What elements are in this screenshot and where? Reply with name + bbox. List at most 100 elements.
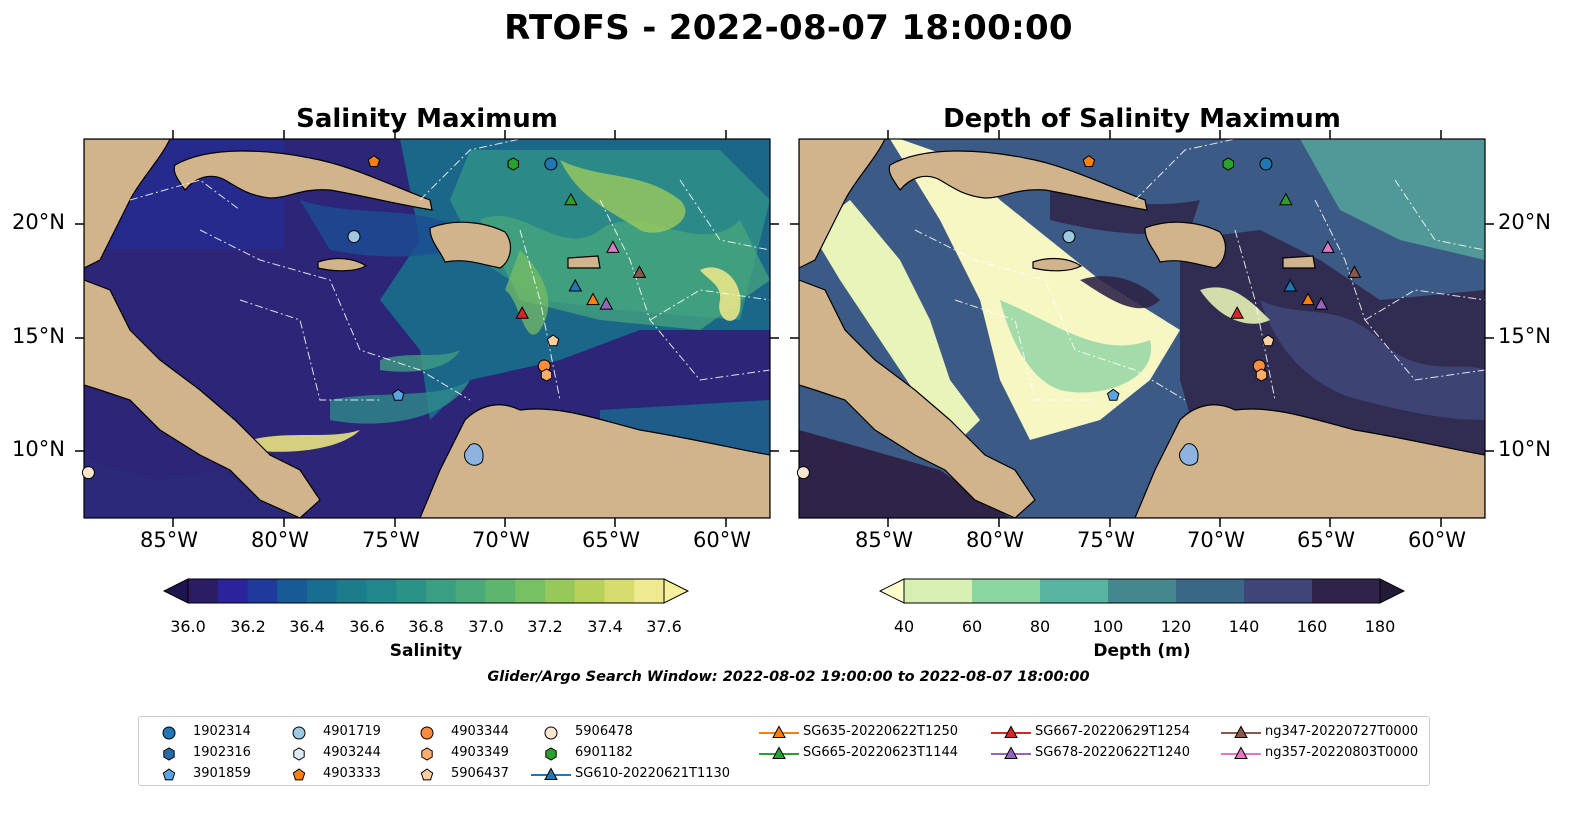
observation-marker-1902314 (544, 157, 558, 171)
legend-label: 1902316 (193, 745, 251, 760)
lon-tick-85w-right: 85°W (855, 528, 913, 552)
legend-marker-icon (991, 746, 1031, 759)
lon-tick-70w: 70°W (472, 528, 530, 552)
depth-map-body (799, 139, 1485, 518)
legend-label: SG610-20220621T1130 (575, 766, 731, 781)
observation-marker-5906437 (1261, 334, 1275, 347)
lon-tick-80w-right: 80°W (966, 528, 1024, 552)
observation-marker-4903333 (367, 155, 381, 167)
legend-label: 5906437 (451, 766, 509, 781)
depth-cbar-tick: 160 (1296, 617, 1328, 636)
depth-colorbar-label: Depth (m) (1093, 641, 1191, 661)
depth-cbar-tick: 40 (893, 617, 915, 636)
salinity-lake (464, 443, 484, 466)
colorbar-segment (604, 579, 635, 603)
legend-label: ng347-20220727T0000 (1265, 724, 1419, 739)
lon-tick-60w-right: 60°W (1408, 528, 1466, 552)
lon-tick-65w: 65°W (582, 528, 640, 552)
salinity-cbar-tick: 36.8 (408, 617, 444, 636)
observation-marker-SG678-20220622T1240 (1314, 297, 1329, 310)
depth-cbar-tick: 100 (1092, 617, 1124, 636)
observation-marker-6901182 (507, 157, 519, 171)
colorbar-segment (426, 579, 457, 603)
depth-land (799, 139, 1485, 518)
observation-marker-3901859 (391, 388, 405, 401)
observation-marker-SG665-20220623T1144 (1279, 192, 1293, 206)
legend-label: 4903244 (323, 745, 381, 760)
salinity-colorbar (162, 578, 690, 604)
salinity-colorbar-label: Salinity (389, 641, 463, 661)
observation-marker-3901859 (1106, 388, 1120, 401)
legend-label: SG665-20220623T1144 (803, 745, 959, 760)
legend-label: 4903344 (451, 724, 509, 739)
legend-marker-icon (162, 726, 176, 740)
salinity-eez-boundaries (129, 139, 770, 401)
colorbar-segment (188, 579, 219, 603)
legend-label: 5906478 (575, 724, 633, 739)
colorbar-extend-high (1379, 578, 1406, 604)
lat-tick-15n-right: 15°N (1498, 324, 1551, 348)
colorbar-segment (307, 579, 338, 603)
observation-marker-SG667-20220629T1254 (1230, 306, 1244, 319)
legend-marker-icon (421, 747, 433, 761)
legend-label: 1902314 (193, 724, 251, 739)
lat-tick-20n: 20°N (12, 210, 65, 234)
panel-title-depth: Depth of Salinity Maximum (943, 104, 1341, 134)
colorbar-segment (1244, 579, 1313, 603)
colorbar-segment (247, 579, 278, 603)
colorbar-segment (574, 579, 605, 603)
salinity-cbar-tick: 37.0 (468, 617, 504, 636)
colorbar-segment (336, 579, 367, 603)
depth-cbar-tick: 60 (961, 617, 983, 636)
salinity-land (84, 139, 770, 518)
salinity-cbar-tick: 37.2 (527, 617, 563, 636)
legend-label: 3901859 (193, 766, 251, 781)
legend-label: SG635-20220622T1250 (803, 724, 959, 739)
lon-tick-60w: 60°W (693, 528, 751, 552)
salinity-cbar-tick: 36.2 (230, 617, 266, 636)
colorbar-segment (972, 579, 1041, 603)
lat-tick-15n: 15°N (12, 324, 65, 348)
observation-marker-4903349 (1255, 368, 1268, 382)
observation-marker-SG610-20220621T1130 (568, 278, 583, 292)
legend-marker-icon (292, 768, 306, 781)
legend-label: ng357-20220803T0000 (1265, 745, 1419, 760)
legend-label: 6901182 (575, 745, 633, 760)
salinity-cbar-tick: 37.6 (646, 617, 682, 636)
lon-tick-85w: 85°W (140, 528, 198, 552)
observation-marker-1902314 (1259, 157, 1273, 171)
axis-ticks (75, 130, 1494, 527)
salinity-cbar-tick: 36.0 (170, 617, 206, 636)
legend-marker-icon (292, 726, 306, 740)
legend-label: SG678-20220622T1240 (1035, 745, 1191, 760)
colorbar-segment (1312, 579, 1381, 603)
colorbar-segment (1176, 579, 1245, 603)
lon-tick-70w-right: 70°W (1187, 528, 1245, 552)
observation-marker-SG610-20220621T1130 (1283, 278, 1298, 292)
colorbar-segment (515, 579, 546, 603)
observation-marker-5906478 (796, 466, 810, 480)
observation-marker-4903333 (1082, 155, 1096, 167)
colorbar-extend-low (878, 578, 905, 604)
observation-marker-SG665-20220623T1144 (564, 192, 578, 206)
legend-marker-icon (545, 747, 557, 761)
observation-marker-SG667-20220629T1254 (515, 306, 529, 319)
colorbar-segment (634, 579, 665, 603)
colorbar-segment (396, 579, 427, 603)
salinity-map-body (84, 139, 770, 518)
lon-tick-80w: 80°W (251, 528, 309, 552)
depth-cbar-tick: 80 (1029, 617, 1051, 636)
colorbar-segment (455, 579, 486, 603)
observation-marker-4901719 (347, 230, 361, 244)
observation-marker-5906478 (81, 466, 95, 480)
colorbar-frame (187, 578, 665, 604)
lon-tick-75w-right: 75°W (1077, 528, 1135, 552)
search-window-note: Glider/Argo Search Window: 2022-08-02 19… (487, 669, 1090, 685)
lat-tick-10n-right: 10°N (1498, 437, 1551, 461)
depth-cbar-tick: 180 (1364, 617, 1396, 636)
panel-title-salinity: Salinity Maximum (296, 104, 558, 134)
observation-marker-5906437 (546, 334, 560, 347)
colorbar-segment (366, 579, 397, 603)
legend-marker-icon (420, 726, 434, 740)
salinity-map-frame (83, 138, 771, 519)
